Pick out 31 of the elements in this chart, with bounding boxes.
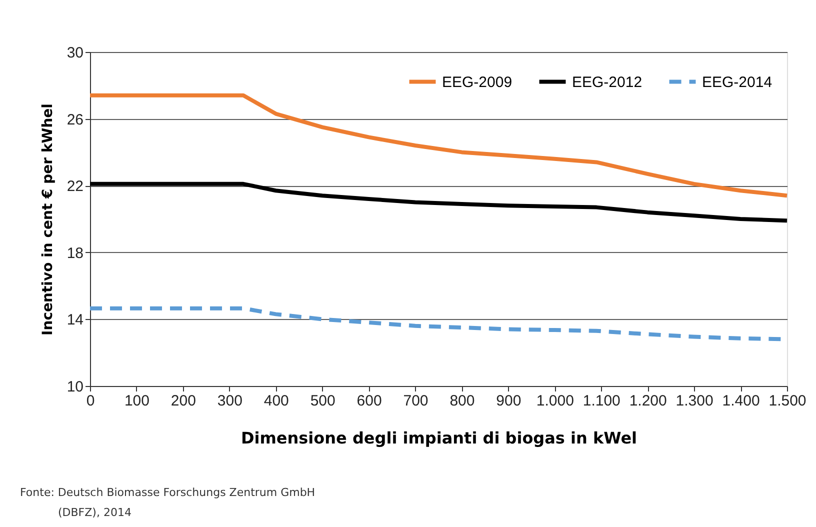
- line-series: [88, 182, 789, 223]
- x-tick-label: 0: [86, 392, 95, 410]
- y-tick-label: 30: [66, 44, 84, 62]
- x-axis-title: Dimensione degli impianti di biogas in kWel: [240, 428, 638, 448]
- legend-label: EEG-2012: [572, 74, 642, 91]
- x-tick-label: 100: [124, 392, 150, 410]
- x-tick-label: 1.200: [629, 392, 667, 410]
- x-tick-label: 1.500: [768, 392, 806, 410]
- x-tick-label: 500: [310, 392, 336, 410]
- x-tick-label: 700: [403, 392, 428, 410]
- x-tick-label: 900: [496, 392, 522, 410]
- x-tick-label: 600: [356, 392, 382, 410]
- x-tick-label: 800: [450, 392, 475, 410]
- x-tick-label: 300: [217, 392, 242, 410]
- x-tick-label: 1.400: [722, 392, 760, 410]
- x-tick-label: 200: [170, 392, 196, 410]
- source-note: Fonte: Deutsch Biomasse Forschungs Zentrum GmbH: [20, 486, 316, 499]
- x-tick-label: 1.100: [582, 392, 620, 410]
- text: (DBFZ), 2014: [58, 506, 132, 519]
- y-tick-label: 14: [66, 312, 84, 329]
- y-tick-label: 22: [66, 178, 84, 196]
- x-tick-label: 400: [264, 392, 289, 410]
- y-tick-label: 18: [66, 244, 84, 262]
- legend-label: EEG-2009: [442, 74, 512, 91]
- y-tick-label: 10: [66, 378, 84, 396]
- y-tick-label: 26: [66, 111, 84, 128]
- x-tick-label: 1.300: [676, 392, 714, 410]
- legend-label: EEG-2014: [702, 74, 772, 91]
- line-series: [88, 93, 789, 198]
- y-axis-title: Incentivo in cent € per kWhel: [40, 104, 56, 336]
- x-tick-label: 1.000: [536, 392, 574, 410]
